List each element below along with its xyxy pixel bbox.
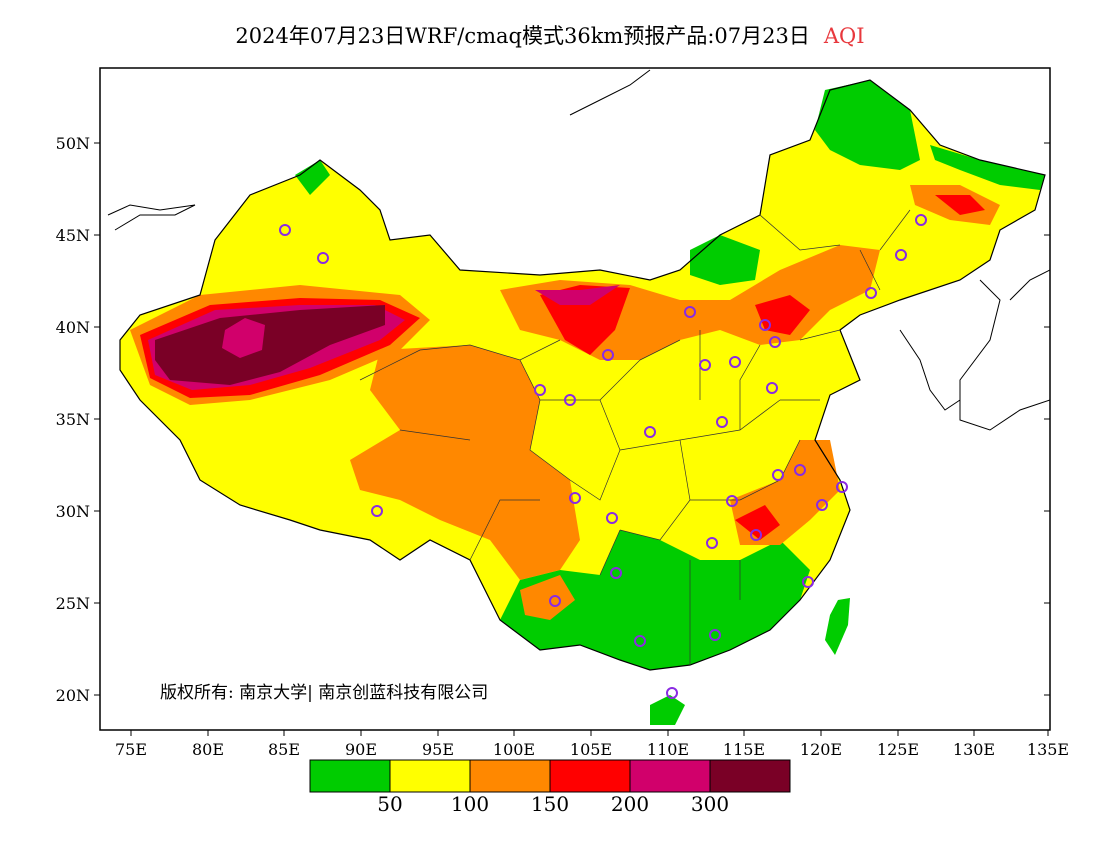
map-plot-area bbox=[107, 69, 1050, 725]
legend-color-box bbox=[629, 759, 711, 793]
lon-tick-label: 135E bbox=[1027, 740, 1069, 759]
lon-tick-label: 120E bbox=[800, 740, 842, 759]
red-northeast bbox=[935, 195, 985, 215]
city-marker bbox=[602, 349, 614, 361]
lon-tick-label: 80E bbox=[192, 740, 224, 759]
lat-tick-label: 30N bbox=[56, 502, 90, 521]
city-marker bbox=[317, 252, 329, 264]
legend-color-box bbox=[549, 759, 631, 793]
green-taiwan bbox=[825, 598, 850, 655]
title-text: 2024年07月23日WRF/cmaq模式36km预报产品:07月23日 bbox=[235, 24, 810, 48]
maroon-west bbox=[155, 305, 385, 385]
legend-label: 50 bbox=[377, 792, 402, 816]
red-hebei bbox=[755, 295, 810, 335]
city-marker bbox=[606, 512, 618, 524]
lon-tick-label: 130E bbox=[953, 740, 995, 759]
green-south bbox=[500, 530, 810, 670]
city-marker bbox=[569, 492, 581, 504]
city-marker bbox=[644, 426, 656, 438]
city-marker bbox=[706, 537, 718, 549]
city-marker bbox=[865, 287, 877, 299]
city-marker bbox=[534, 384, 546, 396]
city-markers bbox=[279, 214, 927, 699]
legend-color-box bbox=[389, 759, 471, 793]
city-marker bbox=[709, 629, 721, 641]
red-hubei bbox=[735, 505, 780, 540]
city-marker bbox=[772, 469, 784, 481]
legend-labels: 50 100 150 200 300 bbox=[377, 792, 729, 816]
city-marker bbox=[802, 576, 814, 588]
city-marker bbox=[634, 635, 646, 647]
lat-tick-label: 40N bbox=[56, 318, 90, 337]
lon-tick-label: 85E bbox=[268, 740, 300, 759]
plot-frame bbox=[99, 67, 1051, 731]
lat-tick-label: 45N bbox=[56, 226, 90, 245]
lon-tick-label: 115E bbox=[723, 740, 765, 759]
city-marker bbox=[699, 359, 711, 371]
map-title: 2024年07月23日WRF/cmaq模式36km预报产品:07月23日 AQI bbox=[0, 20, 1100, 50]
green-hainan bbox=[650, 695, 685, 725]
lat-axis bbox=[94, 142, 1050, 696]
lon-tick-label: 105E bbox=[570, 740, 612, 759]
china-yellow-region bbox=[120, 80, 1045, 670]
city-marker bbox=[895, 249, 907, 261]
copyright-text: 版权所有: 南京大学| 南京创蓝科技有限公司 bbox=[160, 683, 488, 703]
city-marker bbox=[279, 224, 291, 236]
lon-tick-label: 100E bbox=[493, 740, 535, 759]
green-inner-mongolia bbox=[690, 235, 760, 285]
legend-color-box bbox=[709, 759, 791, 793]
magenta-north bbox=[535, 285, 620, 305]
korea-japan-coastline bbox=[899, 269, 1050, 431]
city-marker bbox=[769, 336, 781, 348]
city-marker bbox=[759, 319, 771, 331]
city-marker bbox=[750, 529, 762, 541]
city-marker bbox=[816, 499, 828, 511]
lon-tick-label: 90E bbox=[345, 740, 377, 759]
city-marker bbox=[371, 505, 383, 517]
city-marker bbox=[549, 595, 561, 607]
city-marker bbox=[610, 567, 622, 579]
lon-tick-label: 95E bbox=[422, 740, 454, 759]
china-border bbox=[119, 79, 1046, 671]
city-marker bbox=[564, 394, 576, 406]
legend-label: 300 bbox=[691, 792, 729, 816]
legend-colorbar bbox=[309, 759, 791, 793]
lon-axis bbox=[130, 730, 1049, 736]
magenta-spot bbox=[222, 318, 265, 358]
city-marker bbox=[915, 214, 927, 226]
orange-guangxi bbox=[520, 575, 575, 620]
city-marker bbox=[794, 464, 806, 476]
city-marker bbox=[716, 416, 728, 428]
city-marker bbox=[684, 306, 696, 318]
lat-tick-label: 25N bbox=[56, 594, 90, 613]
legend-label: 150 bbox=[531, 792, 569, 816]
city-marker bbox=[726, 495, 738, 507]
legend-color-box bbox=[469, 759, 551, 793]
green-xinjiang-north bbox=[295, 160, 330, 195]
green-northeast-2 bbox=[930, 145, 1045, 190]
city-marker bbox=[729, 356, 741, 368]
lat-tick-label: 50N bbox=[56, 134, 90, 153]
city-marker bbox=[766, 382, 778, 394]
lon-tick-label: 75E bbox=[115, 740, 147, 759]
aqi-label: AQI bbox=[823, 24, 865, 48]
city-marker bbox=[666, 687, 678, 699]
lon-tick-label: 125E bbox=[877, 740, 919, 759]
legend-label: 200 bbox=[611, 792, 649, 816]
legend-label: 100 bbox=[451, 792, 489, 816]
city-marker bbox=[836, 481, 848, 493]
lat-tick-label: 20N bbox=[56, 686, 90, 705]
lon-tick-label: 110E bbox=[647, 740, 689, 759]
orange-tibet-east bbox=[350, 345, 580, 580]
north-border-outline bbox=[107, 69, 651, 231]
green-northeast bbox=[815, 80, 920, 170]
lat-tick-label: 35N bbox=[56, 410, 90, 429]
legend-color-box bbox=[309, 759, 391, 793]
